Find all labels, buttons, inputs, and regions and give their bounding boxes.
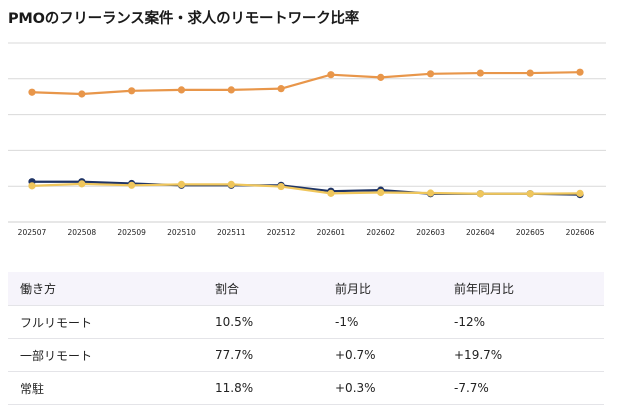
cell-yoy: -12%: [442, 305, 604, 339]
series-line: [31, 182, 581, 195]
x-tick-label: 202511: [217, 228, 246, 237]
data-point: [227, 180, 235, 189]
table-row: 常駐 11.8% +0.3% -7.7%: [8, 371, 604, 405]
header-mom: 前月比: [323, 272, 442, 306]
cell-ratio: 77.7%: [203, 338, 323, 372]
x-tick-label: 202507: [18, 228, 47, 237]
chart-gridlines: [8, 42, 606, 223]
x-tick-label: 202604: [466, 228, 495, 237]
data-point: [128, 181, 136, 189]
cell-work-style: フルリモート: [8, 305, 203, 339]
data-point: [476, 190, 484, 198]
cell-mom: +0.7%: [323, 338, 442, 372]
x-tick-label: 202508: [67, 228, 96, 237]
x-tick-label: 202601: [317, 228, 346, 237]
cell-ratio: 10.5%: [203, 305, 323, 339]
cell-yoy: -7.7%: [442, 371, 604, 405]
data-point: [526, 69, 534, 77]
data-point: [526, 190, 534, 198]
data-point: [576, 189, 584, 197]
cell-yoy: +19.7%: [442, 338, 604, 372]
x-tick-label: 202509: [117, 228, 146, 237]
series-line: [31, 71, 581, 96]
cell-mom: -1%: [323, 305, 442, 339]
header-ratio: 割合: [203, 272, 323, 306]
series-2: [28, 180, 584, 198]
data-point: [327, 189, 335, 197]
data-point: [277, 182, 285, 191]
data-point: [377, 73, 385, 81]
header-work-style: 働き方: [8, 272, 203, 306]
data-point: [78, 90, 86, 98]
chart-title: PMOのフリーランス案件・求人のリモートワーク比率: [8, 11, 360, 27]
data-point: [227, 86, 235, 94]
cell-work-style: 常駐: [8, 371, 203, 405]
x-tick-label: 202606: [566, 228, 595, 237]
x-tick-label: 202510: [167, 228, 196, 237]
header-yoy: 前年同月比: [442, 272, 604, 306]
series-0: [28, 68, 584, 98]
data-point: [426, 70, 435, 78]
data-point: [128, 87, 136, 95]
data-point: [277, 85, 285, 93]
x-tick-label: 202603: [416, 228, 445, 237]
remote-work-stats-table: 働き方 割合 前月比 前年同月比 フルリモート 10.5% -1% -12% 一…: [8, 272, 604, 405]
table-row: 一部リモート 77.7% +0.7% +19.7%: [8, 338, 604, 372]
data-point: [177, 86, 186, 94]
series-1: [28, 178, 584, 199]
data-point: [177, 180, 186, 189]
x-tick-label: 202602: [366, 228, 395, 237]
data-point: [476, 69, 484, 77]
cell-work-style: 一部リモート: [8, 338, 203, 372]
line-chart: 202507 202508 202509 202510 202511 202512 2026…: [8, 42, 606, 237]
cell-ratio: 11.8%: [203, 371, 323, 405]
chart-series: [28, 68, 584, 199]
data-point: [426, 189, 435, 197]
x-tick-label: 202605: [516, 228, 545, 237]
cell-mom: +0.3%: [323, 371, 442, 405]
data-point: [576, 68, 584, 76]
data-point: [78, 180, 86, 188]
x-tick-label: 202512: [267, 228, 296, 237]
data-point: [28, 182, 36, 190]
data-point: [28, 88, 36, 96]
table-row: フルリモート 10.5% -1% -12%: [8, 305, 604, 339]
table-header-row: 働き方 割合 前月比 前年同月比: [8, 272, 604, 306]
x-axis-tick-labels: 202507 202508 202509 202510 202511 202512 2026…: [18, 228, 595, 237]
data-point: [327, 71, 335, 79]
data-point: [377, 188, 385, 197]
